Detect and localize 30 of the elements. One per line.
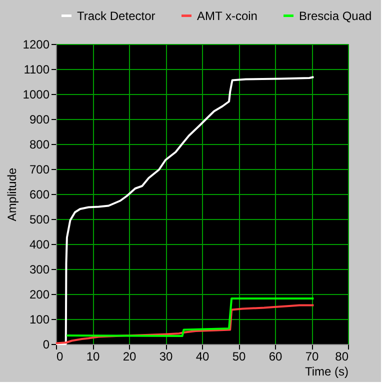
x-tick-label: 50	[232, 350, 246, 364]
x-tick-label: 20	[122, 350, 136, 364]
x-tick-label: 40	[196, 350, 210, 364]
y-tick-label: 500	[29, 212, 50, 226]
line-series	[66, 298, 315, 337]
y-tick-label: 700	[29, 162, 50, 176]
x-tick-label: 0	[56, 350, 64, 364]
line-series	[55, 304, 315, 344]
y-tick-label: 800	[29, 138, 50, 152]
line-series	[55, 76, 315, 345]
x-axis-title: Time (s)	[304, 364, 349, 378]
y-tick-label: 1100	[24, 62, 50, 76]
y-tick-label: 1000	[22, 88, 50, 102]
legend-label: Brescia Quad	[299, 8, 372, 23]
y-tick-label: 600	[29, 188, 50, 202]
y-tick-label: 300	[29, 262, 50, 276]
y-tick-label: 400	[29, 238, 50, 252]
y-tick-label: 0	[42, 338, 50, 352]
x-tick-label: 60	[268, 350, 282, 364]
y-tick-label: 900	[29, 112, 50, 126]
x-tick-label: 80	[335, 350, 349, 364]
y-tick-label: 200	[29, 288, 50, 302]
legend-label: Track Detector	[77, 8, 156, 23]
x-tick-label: 70	[305, 350, 319, 364]
y-tick-label: 100	[29, 312, 50, 326]
y-tick-label: 1200	[22, 38, 50, 52]
x-tick-label: 10	[86, 350, 100, 364]
x-tick-label: 30	[159, 350, 173, 364]
y-axis-title: Amplitude	[4, 168, 19, 222]
legend-label: AMT x-coin	[197, 8, 258, 23]
